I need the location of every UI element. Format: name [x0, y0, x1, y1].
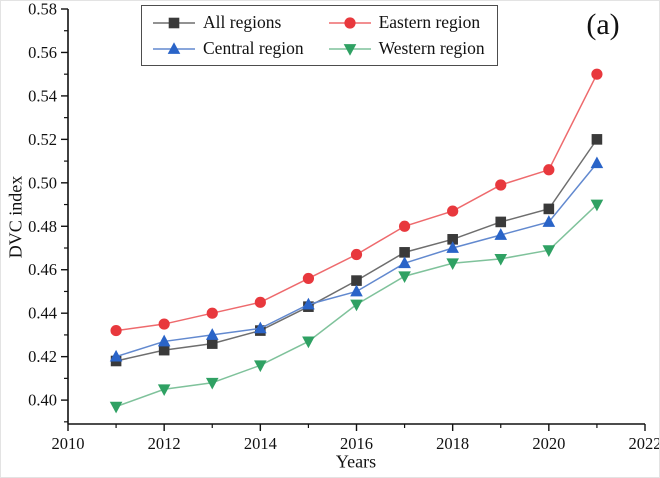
data-point-triangle-down	[590, 199, 604, 212]
x-tick-label: 2022	[629, 434, 660, 453]
y-tick-label: 0.54	[28, 86, 57, 105]
y-tick-label: 0.56	[28, 43, 57, 62]
y-tick-label: 0.40	[28, 391, 57, 410]
data-point-square	[206, 338, 218, 349]
data-point-triangle-down	[542, 245, 556, 257]
data-point-circle	[206, 307, 218, 319]
data-point-square	[351, 275, 362, 286]
x-axis-title: Years	[335, 451, 377, 472]
data-point-circle	[110, 324, 122, 337]
data-point-circle	[158, 318, 170, 330]
x-tick-label: 2016	[340, 434, 373, 453]
data-point-triangle-up	[398, 256, 411, 269]
panel-label: (a)	[586, 8, 620, 41]
legend-marker-triangle-down	[343, 43, 356, 56]
x-tick-label: 2020	[532, 434, 565, 453]
legend-item-western-region: Western region	[328, 36, 485, 61]
x-tick-label: 2012	[148, 434, 181, 453]
data-point-square	[399, 247, 410, 258]
data-point-circle	[302, 272, 315, 285]
data-point-square	[543, 203, 555, 215]
legend-item-central-region: Central region	[152, 36, 304, 61]
data-point-square	[447, 234, 458, 245]
legend-swatch-square-icon	[153, 17, 195, 28]
y-tick-label: 0.52	[28, 130, 57, 149]
x-tick-label: 2014	[244, 434, 277, 453]
legend-swatch-triangle-down-icon	[328, 43, 371, 56]
data-point-triangle-down	[302, 336, 315, 349]
data-point-circle	[591, 68, 603, 80]
y-axis-title: DVC index	[5, 175, 26, 259]
data-point-triangle-up	[590, 156, 604, 169]
data-point-triangle-down	[350, 299, 363, 312]
data-point-circle	[495, 179, 507, 191]
data-point-circle	[254, 296, 266, 308]
legend-marker-square	[168, 17, 180, 28]
legend-item-all-regions: All regions	[152, 10, 304, 35]
y-tick-label: 0.58	[28, 1, 57, 19]
legend-marker-circle	[343, 16, 356, 29]
data-point-triangle-down	[109, 401, 123, 414]
x-tick-label: 2010	[52, 434, 85, 453]
data-point-circle	[398, 220, 411, 232]
data-point-triangle-up	[494, 228, 508, 240]
data-point-circle	[447, 205, 459, 217]
data-point-triangle-down	[446, 258, 459, 271]
data-point-circle	[543, 164, 555, 176]
y-tick-label: 0.46	[28, 260, 57, 279]
data-point-square	[495, 216, 507, 228]
data-point-triangle-up	[254, 321, 267, 334]
data-point-triangle-up	[157, 334, 171, 347]
legend-label-eastern-region: Eastern region	[378, 12, 481, 32]
y-tick-label: 0.50	[28, 173, 57, 192]
x-tick-label: 2018	[436, 434, 469, 453]
data-point-triangle-down	[494, 253, 508, 266]
data-point-triangle-down	[205, 377, 219, 390]
data-point-triangle-down	[254, 360, 267, 373]
data-point-square	[591, 134, 603, 145]
y-tick-label: 0.48	[28, 217, 57, 236]
legend-swatch-triangle-up-icon	[153, 41, 195, 54]
legend-swatch-circle-icon	[328, 16, 371, 29]
legend-label-western-region: Western region	[378, 38, 485, 58]
legend: All regions Eastern region Central regio…	[141, 5, 498, 66]
data-point-circle	[350, 248, 363, 261]
data-point-square	[158, 344, 170, 356]
data-point-triangle-down	[398, 271, 411, 284]
data-point-triangle-up	[350, 284, 363, 297]
data-point-triangle-down	[157, 384, 171, 397]
data-point-triangle-up	[302, 297, 315, 310]
data-point-triangle-up	[109, 349, 123, 362]
y-tick-label: 0.44	[28, 304, 57, 323]
legend-label-all-regions: All regions	[203, 12, 282, 32]
legend-label-central-region: Central region	[203, 38, 304, 58]
data-point-triangle-up	[205, 328, 219, 340]
y-tick-label: 0.42	[28, 347, 57, 366]
data-point-triangle-up	[542, 215, 556, 227]
legend-marker-triangle-up	[167, 41, 181, 54]
data-point-triangle-up	[446, 241, 459, 253]
legend-item-eastern-region: Eastern region	[328, 10, 485, 35]
